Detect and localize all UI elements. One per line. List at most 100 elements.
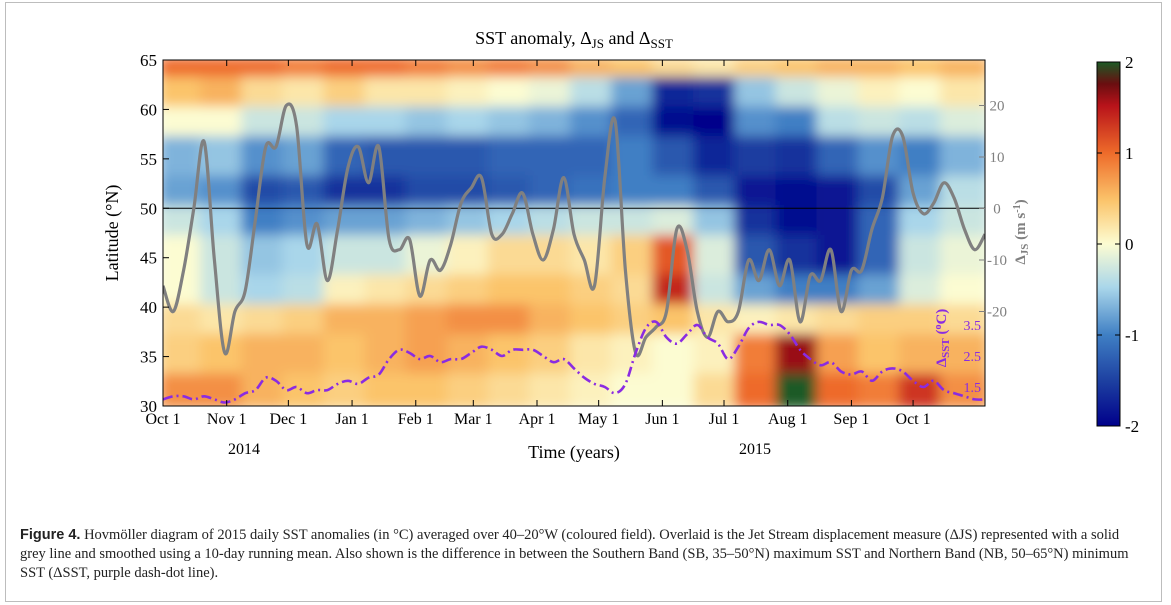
plot-area-border (162, 59, 986, 407)
heatmap-cell (734, 373, 784, 406)
heatmap-cell (652, 373, 702, 406)
heatmap-cell (693, 234, 743, 281)
heatmap-cell (939, 136, 985, 182)
heatmap-cell (446, 373, 496, 406)
heatmap-cell (734, 333, 784, 380)
heatmap-cell (528, 333, 578, 380)
sst-tick-label: 3.5 (964, 319, 982, 334)
heatmap-cell (200, 373, 250, 406)
figure-caption-text: Hovmöller diagram of 2015 daily SST anom… (20, 527, 1129, 581)
y-axis-title: Latitude (°N) (102, 185, 123, 282)
colorbar-axis: -2 -1 0 1 2 (1097, 53, 1139, 436)
heatmap-cell (939, 333, 985, 380)
delta-js-series-line (163, 102, 985, 358)
heatmap-cell (857, 373, 907, 406)
heatmap-cell (323, 333, 373, 380)
x-tick-label: May 1 (578, 411, 619, 428)
chart-title: SST anomaly, ΔJS and ΔSST (475, 28, 673, 51)
heatmap-cell (734, 136, 784, 182)
heatmap-cell (611, 373, 661, 406)
heatmap-cell (487, 234, 537, 281)
x-tick-label: Sep 1 (833, 411, 869, 428)
x-tick-label: Mar 1 (454, 411, 493, 428)
heatmap-cell (611, 234, 661, 281)
heatmap-cell (857, 136, 907, 182)
y-tick-label: 60 (140, 100, 157, 119)
y-tick-label: 65 (140, 51, 157, 70)
x-tick-label: Oct 1 (145, 411, 180, 428)
hovmoller-figure: SST anomaly, ΔJS and ΔSST Oct 1 Nov 1 Dec … (102, 28, 1139, 463)
y-tick-label: 30 (140, 397, 157, 416)
heatmap-cell (570, 136, 620, 182)
heatmap-cell (446, 136, 496, 182)
heatmap-cell (775, 333, 825, 380)
x-tick-label: Dec 1 (269, 411, 307, 428)
right-axis-delta-sst: 1.5 2.5 3.5 (964, 319, 982, 396)
heatmap-cell (282, 136, 332, 182)
delta-sst-axis-title: ΔSST (oC) (933, 309, 952, 368)
sst-tick-label: 2.5 (964, 350, 982, 365)
heatmap-cell (570, 333, 620, 380)
heatmap-cell (528, 234, 578, 281)
x-tick-label: Jan 1 (335, 411, 368, 428)
heatmap-cell (200, 234, 250, 281)
heatmap-cell (652, 234, 702, 281)
heatmap-cell (487, 333, 537, 380)
heatmap-cell (898, 373, 948, 406)
heatmap-cell (446, 333, 496, 380)
y-tick-label: 55 (140, 150, 157, 169)
heatmap-cell (693, 136, 743, 182)
colorbar-tick-label: 0 (1125, 235, 1134, 254)
sst-anomaly-heatmap (163, 60, 985, 406)
figure-label: Figure 4. (20, 527, 81, 543)
heatmap-cell (693, 333, 743, 380)
heatmap-cell (528, 136, 578, 182)
x-tick-label: Feb 1 (398, 411, 434, 428)
x-year-label-2015: 2015 (739, 441, 771, 458)
heatmap-cell (898, 234, 948, 281)
heatmap-cell (816, 136, 866, 182)
heatmap-cell (364, 373, 414, 406)
js-tick-label: -10 (987, 253, 1007, 269)
y-tick-label: 50 (140, 199, 157, 218)
heatmap-cell (241, 333, 291, 380)
heatmap-cell (570, 373, 620, 406)
x-tick-label: Jul 1 (709, 411, 740, 428)
colorbar-tick-label: -1 (1125, 326, 1139, 345)
sst-tick-label: 1.5 (964, 381, 982, 396)
heatmap-cell (816, 373, 866, 406)
x-tick-label: Apr 1 (519, 411, 556, 428)
heatmap-cell (487, 136, 537, 182)
heatmap-cell (652, 136, 702, 182)
delta-js-axis-title: ΔJS (m s-1) (1012, 199, 1031, 264)
js-tick-label: 20 (990, 99, 1005, 115)
js-tick-label: 10 (990, 150, 1005, 166)
heatmap-cell (693, 373, 743, 406)
colorbar-tick-label: 2 (1125, 53, 1134, 72)
js-tick-label: -20 (987, 305, 1007, 321)
heatmap-cell (446, 234, 496, 281)
x-tick-label: Nov 1 (207, 411, 247, 428)
y-axis: 30 35 40 45 50 55 60 65 (140, 51, 169, 416)
y-tick-label: 35 (140, 348, 157, 367)
heatmap-cell (775, 373, 825, 406)
heatmap-cell (898, 333, 948, 380)
x-tick-label: Jun 1 (645, 411, 679, 428)
colorbar-tick-label: -2 (1125, 417, 1139, 436)
delta-sst-series-line (163, 320, 985, 404)
heatmap-cell (323, 373, 373, 406)
heatmap-cell (405, 136, 455, 182)
x-axis-title: Time (years) (528, 442, 620, 463)
js-tick-label: 0 (993, 202, 1001, 218)
x-tick-label: Oct 1 (896, 411, 931, 428)
heatmap-cell (775, 136, 825, 182)
heatmap-cell (200, 333, 250, 380)
heatmap-cell (652, 333, 702, 380)
right-axis-delta-js: -20 -10 0 10 20 (979, 99, 1007, 321)
colorbar-tick-label: 1 (1125, 144, 1134, 163)
heatmap-cell (282, 333, 332, 380)
heatmap-cell (939, 234, 985, 281)
heatmap-cell (405, 373, 455, 406)
heatmap-cell (241, 373, 291, 406)
x-year-label-2014: 2014 (228, 441, 260, 458)
